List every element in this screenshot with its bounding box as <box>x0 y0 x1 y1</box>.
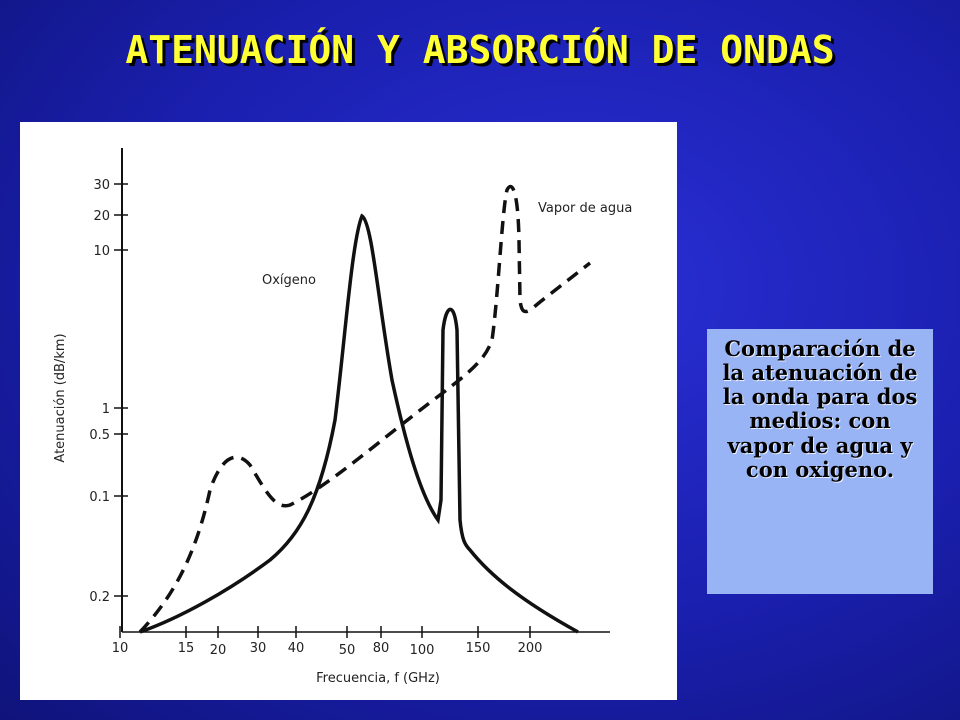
x-axis-label: Frecuencia, f (GHz) <box>316 671 440 686</box>
x-tick-label: 150 <box>466 641 491 656</box>
y-tick-label: 10 <box>93 244 110 259</box>
y-tick-label: 0.2 <box>89 590 110 605</box>
x-tick-label: 40 <box>288 641 305 656</box>
x-tick-label: 50 <box>339 643 356 658</box>
x-tick-label: 80 <box>373 641 390 656</box>
x-tick-label: 15 <box>178 641 195 656</box>
y-tick-label: 30 <box>93 178 110 193</box>
y-tick-label: 20 <box>93 209 110 224</box>
curve-label: Vapor de agua <box>538 201 632 216</box>
slide-title: ATENUACIÓN Y ABSORCIÓN DE ONDAS <box>125 28 835 72</box>
x-tick-label: 20 <box>210 643 227 658</box>
y-tick-label: 0.1 <box>89 490 110 505</box>
x-tick-label: 30 <box>250 641 267 656</box>
curve-label: Oxígeno <box>262 273 316 288</box>
x-tick-label: 100 <box>410 643 435 658</box>
y-tick-label: 0.5 <box>89 428 110 443</box>
water-vapor-curve <box>138 184 592 634</box>
oxygen-curve <box>139 213 579 634</box>
note-box: Comparación de la atenuación de la onda … <box>707 329 933 594</box>
y-axis-label: Atenuación (dB/km) <box>53 333 68 462</box>
x-tick-label: 200 <box>518 641 543 656</box>
x-tick-label: 10 <box>112 641 129 656</box>
y-tick-label: 1 <box>102 402 110 417</box>
figure-panel <box>20 122 677 700</box>
